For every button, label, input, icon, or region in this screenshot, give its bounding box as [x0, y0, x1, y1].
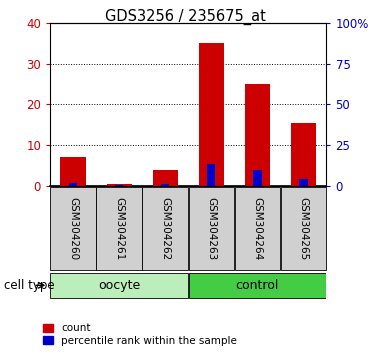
Text: GDS3256 / 235675_at: GDS3256 / 235675_at — [105, 9, 266, 25]
Bar — [161, 184, 170, 186]
Bar — [207, 164, 216, 186]
Text: GSM304262: GSM304262 — [160, 197, 170, 260]
Bar — [291, 123, 316, 186]
Bar — [152, 170, 178, 186]
Text: GSM304263: GSM304263 — [206, 197, 216, 260]
Text: cell type: cell type — [4, 279, 54, 292]
FancyBboxPatch shape — [50, 187, 96, 270]
Bar — [60, 156, 86, 186]
FancyBboxPatch shape — [188, 273, 326, 298]
FancyBboxPatch shape — [280, 187, 326, 270]
Text: oocyte: oocyte — [98, 279, 140, 292]
Bar — [115, 184, 123, 186]
Text: GSM304260: GSM304260 — [68, 197, 78, 260]
Bar — [245, 84, 270, 186]
Text: GSM304264: GSM304264 — [252, 197, 262, 260]
Text: GSM304265: GSM304265 — [298, 197, 308, 260]
Text: control: control — [236, 279, 279, 292]
FancyBboxPatch shape — [234, 187, 280, 270]
Legend: count, percentile rank within the sample: count, percentile rank within the sample — [42, 322, 238, 347]
Bar — [198, 44, 224, 186]
FancyBboxPatch shape — [188, 187, 234, 270]
Bar — [299, 179, 308, 186]
FancyBboxPatch shape — [96, 187, 142, 270]
FancyBboxPatch shape — [50, 273, 188, 298]
Text: GSM304261: GSM304261 — [114, 197, 124, 260]
Bar — [106, 184, 132, 186]
Bar — [253, 170, 262, 186]
Bar — [69, 183, 77, 186]
FancyBboxPatch shape — [142, 187, 188, 270]
